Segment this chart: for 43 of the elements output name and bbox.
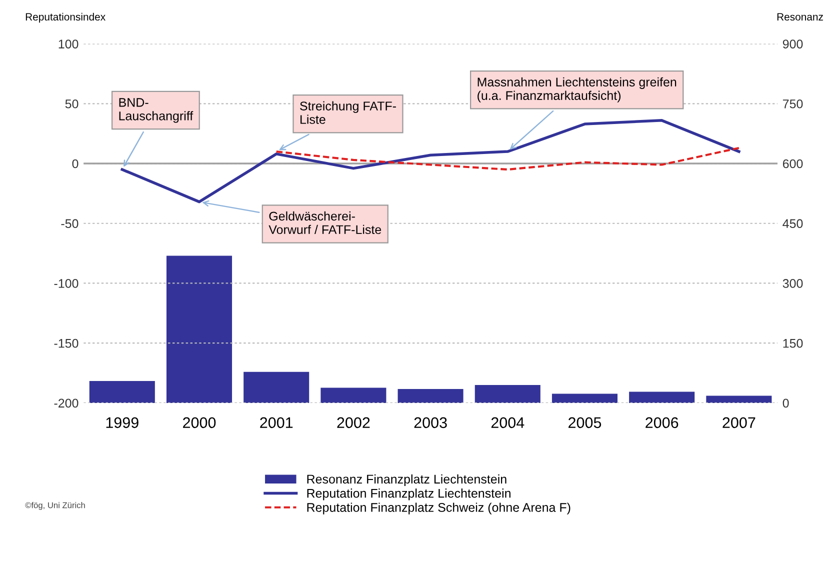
legend-label: Reputation Finanzplatz Schweiz (ohne Arena F) <box>307 502 570 514</box>
y-tick-label: -200 <box>54 398 78 408</box>
x-tick-label: 2001 <box>260 417 293 428</box>
bar <box>166 256 232 403</box>
bar <box>706 396 772 403</box>
y2-tick-label: 150 <box>783 338 803 348</box>
legend-label: Reputation Finanzplatz Liechtenstein <box>307 488 510 500</box>
y-tick-label: -150 <box>54 338 78 348</box>
annotation: Geldwäscherei- Vorwurf / FATF-Liste <box>268 211 382 234</box>
x-tick-label: 2002 <box>337 417 370 428</box>
annotation: Streichung FATF- Liste <box>300 101 396 124</box>
y-tick-label: -50 <box>61 219 78 228</box>
x-tick-label: 2000 <box>183 417 216 428</box>
annotation: BND- Lauschangriff <box>119 98 194 123</box>
legend-label: Resonanz Finanzplatz Liechtenstein <box>307 474 506 486</box>
y-tick-label: 100 <box>58 40 78 48</box>
x-tick-label: 2007 <box>722 417 756 428</box>
bar <box>89 381 155 403</box>
y-tick-label: 50 <box>65 99 78 108</box>
y2-tick-label: 0 <box>782 398 789 408</box>
y2-tick-label: 450 <box>782 219 803 228</box>
y-axis-title: Reputationsindex <box>26 12 106 23</box>
text: ©fög, Uni Zürich <box>25 502 85 510</box>
annotation: Massnahmen Liechtensteins greifen (u.a. Finanzmarktaufsicht) <box>478 77 676 102</box>
x-tick-label: 2004 <box>491 417 524 428</box>
bar <box>552 394 618 403</box>
bar <box>629 392 695 403</box>
x-tick-label: 2005 <box>568 417 602 428</box>
y2-tick-label: 900 <box>782 40 803 48</box>
bar <box>398 388 464 403</box>
y2-tick-label: 600 <box>782 159 803 168</box>
line-series <box>275 146 740 171</box>
bar <box>474 385 540 403</box>
x-tick-label: 2006 <box>646 417 678 428</box>
bar <box>244 372 310 403</box>
y-tick-label: -100 <box>54 279 78 288</box>
y2-tick-label: 750 <box>782 99 803 108</box>
x-tick-label: 1999 <box>106 417 138 428</box>
y-tick-label: 0 <box>72 159 78 168</box>
x-tick-label: 2003 <box>414 417 447 428</box>
bar <box>320 388 386 403</box>
y2-tick-label: 300 <box>782 279 803 288</box>
y2-axis-title: Resonanz <box>777 13 823 21</box>
